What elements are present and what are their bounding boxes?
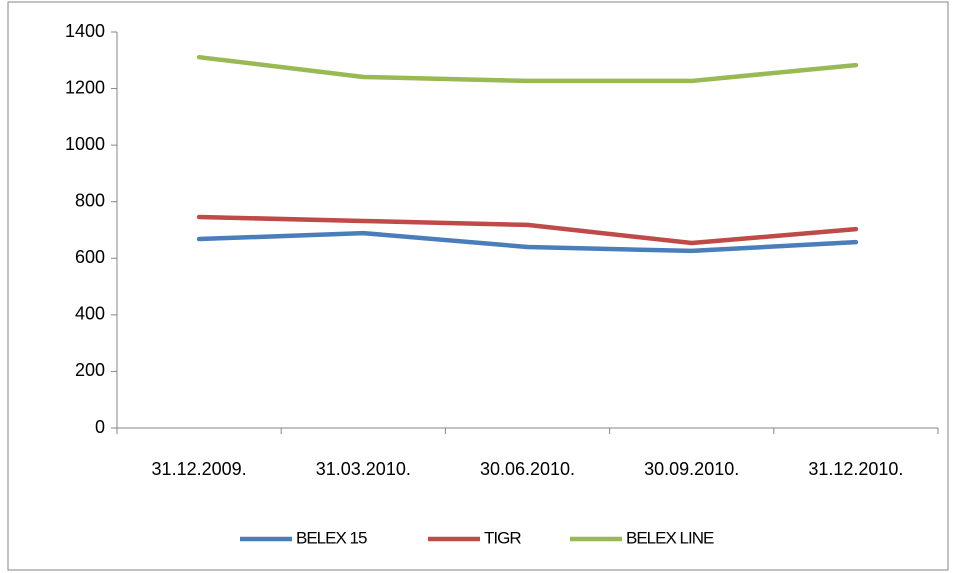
- series-line: [196, 214, 859, 246]
- x-tick-label: 31.03.2010.: [316, 459, 411, 479]
- y-tick-label: 1200: [65, 77, 105, 97]
- x-tick-label: 30.09.2010.: [644, 459, 739, 479]
- x-tick-label: 30.06.2010.: [480, 459, 575, 479]
- y-tick-label: 800: [75, 190, 105, 210]
- y-tick-label: 400: [75, 304, 105, 324]
- y-tick-label: 1400: [65, 21, 105, 41]
- x-tick-label: 31.12.2009.: [152, 459, 247, 479]
- y-tick-label: 1000: [65, 134, 105, 154]
- legend-label: BELEX 15: [296, 528, 367, 547]
- y-tick-label: 200: [75, 360, 105, 380]
- legend-label: TIGR: [484, 528, 521, 547]
- chart-frame: [7, 1, 949, 571]
- x-tick-label: 31.12.2010.: [808, 459, 903, 479]
- legend-label: BELEX LINE: [626, 528, 714, 547]
- y-tick-label: 0: [95, 417, 105, 437]
- y-tick-label: 600: [75, 247, 105, 267]
- series-line: [196, 54, 859, 84]
- legend: BELEX 15 TIGR BELEX LINE: [240, 528, 715, 547]
- series-line: [196, 230, 859, 254]
